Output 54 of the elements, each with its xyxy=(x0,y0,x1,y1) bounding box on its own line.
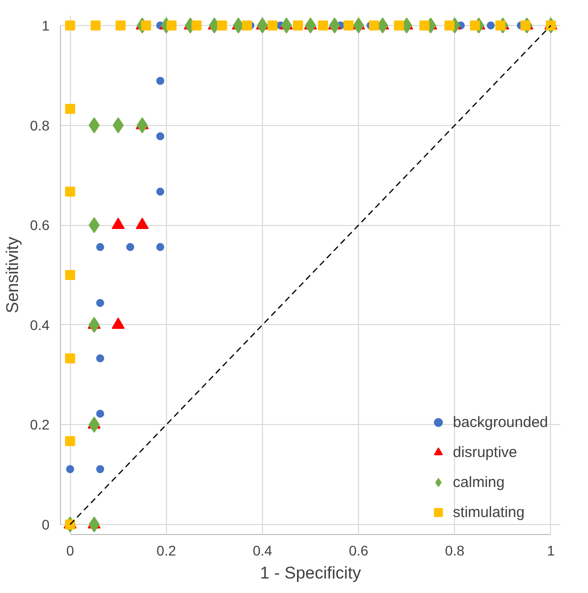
point xyxy=(96,243,104,252)
point xyxy=(96,298,104,307)
x-axis-title: 1 - Specificity xyxy=(260,564,362,582)
legend-label: stimulating xyxy=(452,504,525,520)
point xyxy=(126,243,134,252)
point xyxy=(394,20,404,30)
y-axis-title: Sensitivity xyxy=(3,236,22,314)
point xyxy=(156,132,164,140)
point xyxy=(268,20,278,30)
point xyxy=(368,20,379,30)
point xyxy=(343,20,354,30)
point xyxy=(96,354,104,362)
legend-label: backgrounded xyxy=(452,414,548,430)
x-tick-label: 0.2 xyxy=(156,542,176,558)
point xyxy=(293,20,303,30)
point xyxy=(141,20,152,30)
legend-label: disruptive xyxy=(452,444,518,460)
point xyxy=(65,436,76,446)
point xyxy=(192,20,202,30)
y-tick-label: 0 xyxy=(42,516,50,533)
x-tick-label: 0 xyxy=(66,542,74,558)
point xyxy=(166,20,177,30)
x-tick-label: 0.6 xyxy=(348,542,369,558)
point xyxy=(65,186,76,197)
y-tick-label: 0.6 xyxy=(30,217,50,234)
point xyxy=(96,465,104,474)
x-tick-label: 0.8 xyxy=(445,542,465,558)
point xyxy=(217,20,228,30)
point xyxy=(419,20,430,30)
y-tick-label: 0.2 xyxy=(30,416,50,433)
point xyxy=(444,20,454,30)
point xyxy=(65,353,76,364)
point xyxy=(66,465,74,474)
point xyxy=(65,270,76,280)
point xyxy=(495,20,506,30)
legend-label: calming xyxy=(452,474,505,490)
y-tick-label: 1 xyxy=(42,17,50,34)
point xyxy=(486,21,495,30)
point xyxy=(96,410,104,418)
point xyxy=(65,20,76,30)
point xyxy=(90,20,101,30)
y-tick-label: 0.4 xyxy=(30,316,50,333)
point xyxy=(156,243,164,252)
point xyxy=(156,76,164,85)
point xyxy=(318,20,328,30)
point xyxy=(242,20,252,30)
point xyxy=(156,188,164,196)
y-tick-label: 0.8 xyxy=(30,117,50,134)
point xyxy=(116,20,126,30)
point xyxy=(520,20,530,30)
point xyxy=(470,20,480,30)
point xyxy=(65,104,76,114)
x-tick-label: 0.4 xyxy=(252,542,272,558)
x-tick-label: 1 xyxy=(546,542,555,558)
